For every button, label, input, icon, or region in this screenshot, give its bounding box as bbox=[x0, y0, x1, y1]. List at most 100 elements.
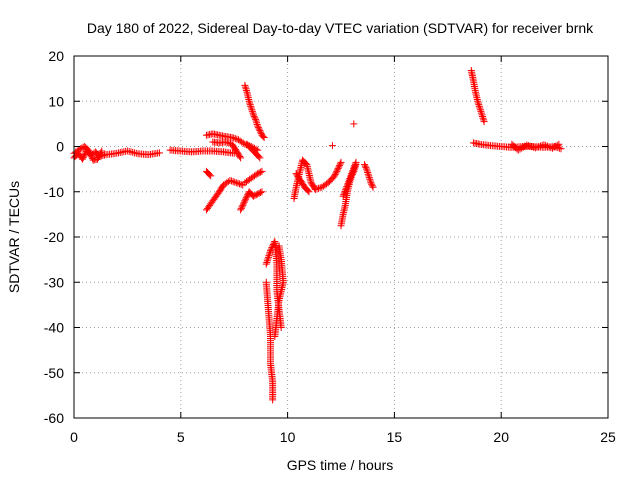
data-point-marker bbox=[262, 260, 270, 268]
data-point-marker bbox=[345, 176, 353, 184]
data-point-marker bbox=[98, 147, 106, 155]
data-point-marker bbox=[243, 192, 251, 200]
data-point-marker bbox=[553, 141, 561, 149]
data-point-marker bbox=[336, 161, 344, 169]
data-point-marker bbox=[363, 167, 371, 175]
data-point-marker bbox=[79, 154, 87, 162]
data-point-marker bbox=[479, 113, 487, 121]
x-tick-label: 0 bbox=[70, 429, 78, 445]
data-point-marker bbox=[531, 144, 539, 152]
data-point-marker bbox=[255, 169, 263, 177]
data-point-marker bbox=[246, 101, 254, 109]
x-tick-label: 25 bbox=[600, 429, 616, 445]
data-point-marker bbox=[253, 119, 261, 127]
data-point-marker bbox=[240, 198, 248, 206]
x-tick-label: 5 bbox=[177, 429, 185, 445]
x-tick-label: 15 bbox=[387, 429, 403, 445]
data-point-marker bbox=[76, 145, 84, 153]
data-point-marker bbox=[305, 188, 313, 196]
y-tick-label: 0 bbox=[56, 139, 64, 155]
data-point-marker bbox=[537, 142, 545, 150]
data-point-marker bbox=[242, 87, 250, 95]
data-point-marker bbox=[315, 184, 323, 192]
data-point-marker bbox=[328, 142, 336, 150]
data-point-marker bbox=[85, 147, 93, 155]
data-point-marker bbox=[94, 154, 102, 162]
data-point-marker bbox=[336, 160, 344, 168]
data-point-marker bbox=[342, 184, 350, 192]
data-point-marker bbox=[332, 169, 340, 177]
data-point-marker bbox=[254, 122, 262, 130]
data-point-marker bbox=[341, 187, 349, 195]
data-point-marker bbox=[233, 135, 241, 143]
data-point-marker bbox=[351, 160, 359, 168]
data-points bbox=[70, 66, 565, 404]
data-point-marker bbox=[234, 179, 242, 187]
data-point-marker bbox=[343, 181, 351, 189]
data-point-marker bbox=[242, 194, 250, 202]
data-point-marker bbox=[269, 396, 277, 404]
data-point-marker bbox=[239, 200, 247, 208]
data-point-marker bbox=[340, 189, 348, 197]
data-point-marker bbox=[333, 166, 341, 174]
data-point-marker bbox=[477, 107, 485, 115]
data-point-marker bbox=[266, 248, 274, 256]
y-tick-label: -50 bbox=[44, 365, 64, 381]
data-point-marker bbox=[479, 114, 487, 122]
data-point-marker bbox=[254, 124, 262, 132]
data-point-marker bbox=[222, 138, 230, 146]
data-point-marker bbox=[250, 112, 258, 120]
data-point-marker bbox=[247, 104, 255, 112]
data-point-marker bbox=[348, 170, 356, 178]
data-point-marker bbox=[337, 158, 345, 166]
data-point-marker bbox=[345, 178, 353, 186]
data-point-marker bbox=[342, 186, 350, 194]
data-point-marker bbox=[343, 183, 351, 191]
data-point-marker bbox=[249, 192, 257, 200]
data-point-marker bbox=[248, 107, 256, 115]
x-axis-label: GPS time / hours bbox=[287, 457, 394, 473]
data-point-marker bbox=[478, 111, 486, 119]
data-point-marker bbox=[369, 183, 377, 191]
data-point-marker bbox=[368, 180, 376, 188]
data-point-marker bbox=[251, 114, 259, 122]
data-point-marker bbox=[206, 171, 214, 179]
data-point-marker bbox=[340, 191, 348, 199]
data-point-marker bbox=[252, 115, 260, 123]
data-point-marker bbox=[265, 250, 273, 258]
x-tick-label: 10 bbox=[280, 429, 296, 445]
data-point-marker bbox=[304, 187, 312, 195]
data-point-marker bbox=[475, 102, 483, 110]
data-point-marker bbox=[237, 154, 245, 162]
data-point-marker bbox=[352, 158, 360, 166]
y-tick-label: -60 bbox=[44, 410, 64, 426]
data-point-marker bbox=[226, 176, 234, 184]
y-tick-label: -10 bbox=[44, 184, 64, 200]
data-point-marker bbox=[363, 165, 371, 173]
data-point-marker bbox=[87, 152, 95, 160]
data-point-marker bbox=[246, 99, 254, 107]
data-point-marker bbox=[474, 99, 482, 107]
data-point-marker bbox=[238, 203, 246, 211]
data-point-marker bbox=[364, 170, 372, 178]
data-point-marker bbox=[155, 149, 163, 157]
data-point-marker bbox=[239, 139, 247, 147]
data-point-marker bbox=[223, 139, 231, 147]
data-point-marker bbox=[247, 102, 255, 110]
y-tick-label: 10 bbox=[48, 93, 64, 109]
data-point-marker bbox=[255, 153, 263, 161]
data-point-marker bbox=[258, 188, 266, 196]
data-point-marker bbox=[477, 109, 485, 117]
data-point-marker bbox=[236, 180, 244, 188]
data-point-marker bbox=[475, 101, 483, 109]
data-point-marker bbox=[360, 161, 368, 169]
data-point-marker bbox=[242, 85, 250, 93]
data-point-marker bbox=[236, 152, 244, 160]
data-point-marker bbox=[474, 97, 482, 105]
data-point-marker bbox=[79, 155, 87, 163]
data-point-marker bbox=[86, 149, 94, 157]
data-point-marker bbox=[264, 253, 272, 261]
data-point-marker bbox=[334, 164, 342, 172]
data-point-marker bbox=[344, 179, 352, 187]
